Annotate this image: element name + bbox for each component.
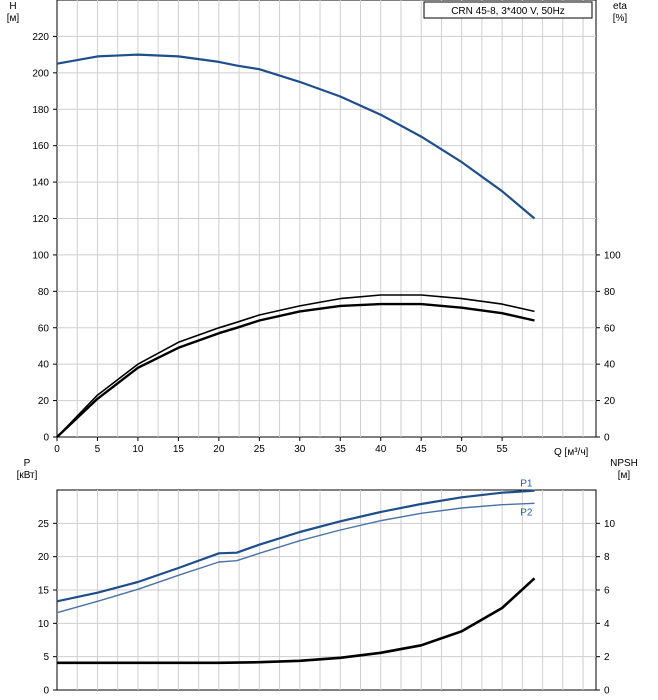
right-tick-label: 8 bbox=[604, 552, 610, 563]
curve-top-grid-1 bbox=[56, 302, 535, 438]
right-tick-label: 20 bbox=[604, 396, 616, 407]
left-tick-label: 25 bbox=[38, 519, 50, 530]
left-tick-label: 0 bbox=[43, 433, 49, 444]
bottom-curves: P1 P2 bbox=[56, 479, 536, 665]
series-label-p2: P2 bbox=[520, 507, 533, 518]
right-tick-label: 100 bbox=[604, 250, 621, 261]
left-tick-label: 60 bbox=[38, 323, 50, 334]
left-tick-label: 10 bbox=[38, 619, 50, 630]
npsh-axis-label: NPSH bbox=[610, 458, 638, 469]
right-tick-label: 0 bbox=[604, 686, 610, 697]
curve-top-grid-0 bbox=[56, 53, 536, 220]
curve-bot-grid-2 bbox=[57, 577, 536, 665]
right-tick-label: 10 bbox=[604, 519, 616, 530]
right-tick-label: 60 bbox=[604, 323, 616, 334]
bottom-ticks: 0 5 10 15 20 25 0 2 4 6 8 10 bbox=[38, 519, 616, 697]
left-tick-label: 20 bbox=[38, 552, 50, 563]
x-tick-label: 55 bbox=[497, 444, 509, 455]
x-tick-label: 30 bbox=[294, 444, 306, 455]
x-tick-label: 10 bbox=[132, 444, 144, 455]
left-tick-label: 120 bbox=[32, 214, 49, 225]
power-axis-label: P bbox=[24, 458, 31, 469]
left-tick-label: 100 bbox=[32, 250, 49, 261]
left-tick-label: 140 bbox=[32, 178, 49, 189]
eta-axis-unit: [%] bbox=[613, 13, 628, 24]
x-tick-label: 20 bbox=[213, 444, 225, 455]
left-tick-label: 180 bbox=[32, 105, 49, 116]
model-legend: CRN 45-8, 3*400 V, 50Hz bbox=[423, 1, 593, 19]
power-npsh-panel: P1 P2 0 5 10 15 20 25 0 2 4 6 8 10 P [кВт] NPSH [м] bbox=[17, 458, 638, 697]
x-tick-label: 50 bbox=[456, 444, 468, 455]
legend-text: CRN 45-8, 3*400 V, 50Hz bbox=[451, 6, 565, 17]
x-tick-label: 35 bbox=[335, 444, 347, 455]
left-tick-label: 5 bbox=[43, 652, 49, 663]
right-tick-label: 4 bbox=[604, 619, 610, 630]
x-tick-label: 15 bbox=[173, 444, 185, 455]
head-axis-label: H bbox=[9, 1, 16, 12]
left-tick-label: 160 bbox=[32, 141, 49, 152]
npsh-axis-unit: [м] bbox=[618, 470, 631, 481]
power-axis-unit: [кВт] bbox=[17, 470, 38, 481]
left-tick-label: 0 bbox=[43, 686, 49, 697]
head-axis-unit: [м] bbox=[7, 13, 20, 24]
series-label-p1: P1 bbox=[520, 479, 533, 490]
left-tick-label: 80 bbox=[38, 287, 50, 298]
left-tick-label: 15 bbox=[38, 586, 50, 597]
curve-p2 bbox=[56, 502, 535, 614]
left-tick-label: 200 bbox=[32, 68, 49, 79]
x-tick-label: 0 bbox=[54, 444, 60, 455]
x-tick-label: 5 bbox=[95, 444, 101, 455]
right-tick-label: 40 bbox=[604, 360, 616, 371]
head-efficiency-panel: 0204060801001201401601802002200204060801… bbox=[7, 0, 628, 458]
x-tick-label: 40 bbox=[375, 444, 387, 455]
x-tick-label: 25 bbox=[254, 444, 266, 455]
left-tick-label: 20 bbox=[38, 396, 50, 407]
eta-axis-label: eta bbox=[613, 1, 627, 12]
top-ticks: 0204060801001201401601802002200204060801… bbox=[32, 32, 621, 455]
legend-box bbox=[423, 1, 593, 19]
top-grid bbox=[57, 0, 596, 437]
top-curves bbox=[56, 53, 536, 438]
x-tick-label: 45 bbox=[416, 444, 428, 455]
curve-p1 bbox=[56, 489, 535, 603]
right-tick-label: 80 bbox=[604, 287, 616, 298]
right-tick-label: 6 bbox=[604, 586, 610, 597]
curve-top-grid-2 bbox=[56, 294, 535, 438]
flow-axis-label: Q [м³/ч] bbox=[554, 447, 589, 458]
left-tick-label: 40 bbox=[38, 360, 50, 371]
right-tick-label: 2 bbox=[604, 652, 610, 663]
left-tick-label: 220 bbox=[32, 32, 49, 43]
right-tick-label: 0 bbox=[604, 433, 610, 444]
